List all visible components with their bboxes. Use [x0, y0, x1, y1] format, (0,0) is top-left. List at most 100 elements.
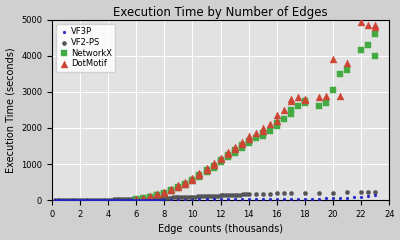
DotMotif: [168, 187, 174, 191]
VF2-PS: [63, 198, 69, 202]
NetworkX: [175, 186, 182, 190]
VF2-PS: [88, 198, 94, 202]
VF3P: [125, 198, 131, 202]
DotMotif: [182, 180, 189, 184]
NetworkX: [302, 99, 308, 103]
VF3P: [189, 198, 196, 201]
VF2-PS: [80, 198, 86, 202]
NetworkX: [238, 146, 245, 150]
DotMotif: [330, 58, 336, 61]
VF2-PS: [214, 194, 221, 198]
DotMotif: [210, 161, 217, 165]
VF3P: [77, 198, 83, 202]
VF3P: [288, 197, 294, 201]
VF3P: [66, 198, 72, 202]
VF3P: [96, 198, 103, 202]
VF3P: [323, 197, 329, 200]
DotMotif: [302, 97, 308, 101]
DotMotif: [175, 183, 182, 187]
NetworkX: [133, 197, 140, 201]
DotMotif: [281, 108, 287, 112]
VF2-PS: [161, 196, 168, 200]
VF2-PS: [226, 193, 232, 197]
VF2-PS: [200, 194, 207, 198]
NetworkX: [210, 166, 217, 170]
VF3P: [150, 198, 156, 202]
NetworkX: [189, 180, 196, 183]
NetworkX: [154, 193, 160, 197]
VF2-PS: [358, 190, 364, 194]
VF3P: [68, 198, 75, 202]
VF2-PS: [108, 198, 114, 201]
DotMotif: [210, 163, 217, 167]
VF2-PS: [60, 198, 66, 202]
VF3P: [358, 195, 364, 198]
VF3P: [260, 197, 266, 201]
VF2-PS: [77, 198, 83, 202]
VF3P: [158, 198, 165, 202]
DotMotif: [260, 129, 266, 133]
DotMotif: [203, 166, 210, 170]
VF2-PS: [184, 195, 190, 199]
VF2-PS: [102, 198, 108, 202]
NetworkX: [302, 101, 308, 105]
VF3P: [232, 197, 238, 201]
VF2-PS: [113, 198, 120, 201]
DotMotif: [274, 119, 280, 123]
NetworkX: [203, 168, 210, 172]
NetworkX: [260, 132, 266, 135]
DotMotif: [168, 188, 174, 192]
Legend: VF3P, VF2-PS, NetworkX, DotMotif: VF3P, VF2-PS, NetworkX, DotMotif: [56, 24, 116, 72]
VF3P: [144, 198, 151, 202]
DotMotif: [154, 192, 160, 196]
VF2-PS: [66, 198, 72, 202]
DotMotif: [302, 98, 308, 102]
VF2-PS: [99, 198, 106, 202]
VF2-PS: [209, 194, 215, 198]
DotMotif: [252, 132, 259, 135]
VF2-PS: [189, 195, 196, 199]
NetworkX: [252, 136, 259, 140]
VF2-PS: [195, 195, 201, 198]
VF3P: [302, 197, 308, 201]
VF3P: [309, 197, 315, 201]
VF3P: [82, 198, 89, 202]
VF2-PS: [288, 191, 294, 195]
VF3P: [122, 198, 128, 202]
DotMotif: [196, 173, 203, 177]
VF3P: [105, 198, 111, 202]
VF3P: [130, 198, 137, 202]
DotMotif: [147, 195, 154, 198]
VF2-PS: [217, 193, 224, 197]
VF2-PS: [181, 195, 187, 199]
DotMotif: [316, 95, 322, 99]
VF3P: [224, 198, 231, 201]
VF3P: [281, 197, 287, 201]
VF3P: [147, 198, 154, 202]
VF3P: [142, 198, 148, 202]
DotMotif: [260, 126, 266, 130]
VF2-PS: [153, 196, 159, 200]
NetworkX: [372, 32, 378, 36]
DotMotif: [196, 171, 203, 175]
VF2-PS: [232, 193, 238, 197]
NetworkX: [281, 117, 287, 121]
DotMotif: [224, 150, 231, 154]
NetworkX: [224, 155, 231, 159]
NetworkX: [266, 129, 273, 133]
VF3P: [295, 197, 301, 201]
VF3P: [210, 198, 217, 201]
VF2-PS: [82, 198, 89, 202]
NetworkX: [161, 192, 168, 196]
VF3P: [161, 198, 168, 202]
VF3P: [139, 198, 145, 202]
NetworkX: [189, 178, 196, 182]
NetworkX: [323, 101, 329, 105]
VF3P: [203, 198, 210, 201]
VF2-PS: [178, 195, 184, 199]
NetworkX: [147, 195, 154, 198]
VF3P: [57, 198, 64, 202]
DotMotif: [358, 20, 364, 24]
NetworkX: [196, 175, 203, 179]
VF3P: [246, 197, 252, 201]
